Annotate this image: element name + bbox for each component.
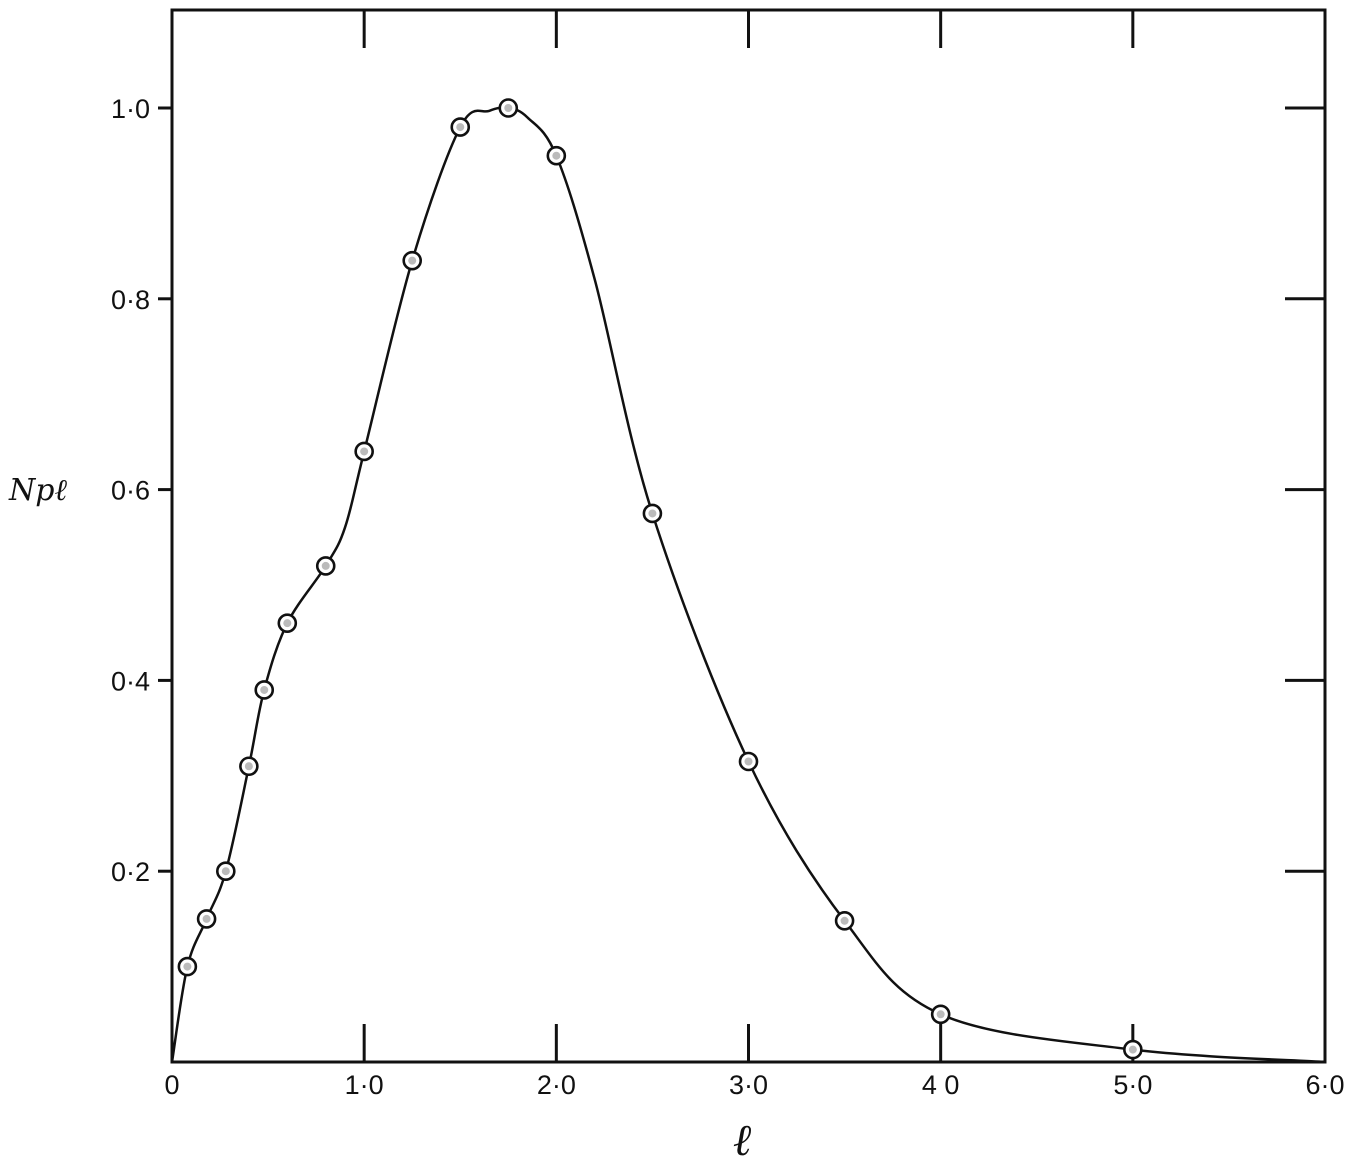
- data-point-fill: [1128, 1045, 1137, 1054]
- data-point-fill: [408, 256, 417, 265]
- axis-ticks: [158, 10, 1325, 1062]
- data-point-fill: [840, 916, 849, 925]
- data-point-fill: [202, 914, 211, 923]
- y-tick-label: 0·4: [111, 666, 150, 696]
- x-tick-label: 4 0: [922, 1070, 960, 1100]
- x-tick-label: 3·0: [729, 1070, 768, 1100]
- data-point-fill: [360, 447, 369, 456]
- x-tick-label: 5·0: [1113, 1070, 1152, 1100]
- data-point-fill: [244, 762, 253, 771]
- data-point-fill: [183, 962, 192, 971]
- x-tick-label: 2·0: [537, 1070, 576, 1100]
- data-point-fill: [504, 104, 513, 112]
- axis-tick-labels: 0 1·0 2·0 3·0 4 0 5·0 6·0 0·2 0·4 0·6 0·8 1·0: [111, 94, 1345, 1100]
- data-markers: [177, 98, 1143, 1060]
- y-tick-label: 0·8: [111, 285, 150, 315]
- x-tick-label: 6·0: [1305, 1070, 1344, 1100]
- data-point-fill: [744, 757, 753, 766]
- data-point-fill: [648, 509, 657, 518]
- plot-frame: [170, 8, 1327, 1064]
- y-tick-label: 0·6: [111, 476, 150, 506]
- x-tick-label: 1·0: [345, 1070, 384, 1100]
- data-point-fill: [321, 561, 330, 570]
- y-tick-label: 0·2: [111, 857, 150, 887]
- data-point-fill: [456, 123, 465, 132]
- data-point-fill: [221, 867, 230, 876]
- x-tick-label: 0: [164, 1070, 179, 1100]
- x-axis-label: ℓ: [733, 1115, 752, 1164]
- y-tick-label: 1·0: [111, 94, 150, 124]
- data-curve: [170, 106, 1326, 1064]
- data-point-fill: [552, 151, 561, 160]
- data-point-fill: [283, 619, 292, 628]
- y-axis-label: Npℓ: [8, 473, 67, 508]
- data-point-fill: [936, 1010, 945, 1019]
- data-point-fill: [260, 685, 269, 694]
